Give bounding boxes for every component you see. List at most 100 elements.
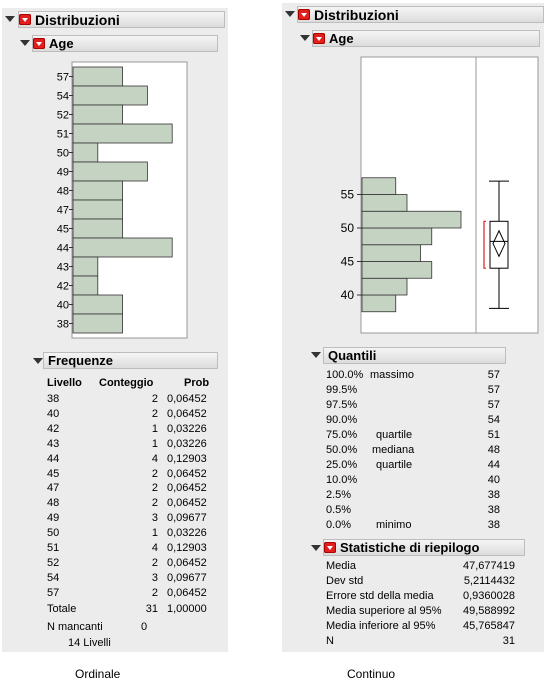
- freq-count: 1: [151, 527, 158, 540]
- freq-prob: 0,06452: [167, 467, 207, 480]
- quantile-pct: 0.0%: [326, 519, 352, 531]
- quantile-name: minimo: [376, 519, 412, 531]
- stat-value: 47,677419: [463, 560, 515, 572]
- freq-count: 1: [151, 437, 158, 450]
- freq-level: 54: [47, 571, 60, 584]
- quantile-pct: 25.0%: [326, 459, 358, 471]
- axis-tick-label: 55: [341, 188, 355, 202]
- freq-prob: 0,06452: [167, 556, 207, 569]
- quantile-value: 57: [487, 369, 500, 381]
- histogram-bar: [361, 177, 397, 195]
- quantile-pct: 97.5%: [326, 399, 358, 411]
- frequencies-table: Livello Conteggio Prob Totale 31 1,00000…: [0, 0, 230, 691]
- quantile-value: 51: [487, 429, 500, 441]
- missing-value: 0: [141, 621, 148, 633]
- freq-count: 2: [151, 467, 158, 480]
- freq-count: 3: [151, 512, 158, 525]
- freq-count: 2: [151, 407, 158, 420]
- disclosure-triangle-icon[interactable]: [311, 545, 321, 551]
- freq-prob: 0,06452: [167, 586, 207, 599]
- quantile-value: 38: [487, 489, 500, 501]
- quantile-name: mediana: [372, 444, 415, 456]
- freq-count: 2: [151, 393, 158, 405]
- red-menu-icon[interactable]: [324, 542, 336, 553]
- red-menu-icon[interactable]: [298, 9, 310, 20]
- bar-label: 42: [57, 281, 69, 293]
- variable-header: Age: [32, 35, 218, 52]
- quantile-value: 38: [487, 504, 500, 516]
- stat-value: 49,588992: [463, 605, 515, 617]
- freq-prob: 0,09677: [167, 571, 207, 584]
- red-menu-icon[interactable]: [19, 14, 31, 25]
- freq-count: 2: [151, 497, 158, 510]
- distribution-title: Distribuzioni: [314, 6, 399, 23]
- stat-value: 45,765847: [463, 620, 515, 632]
- freq-count: 4: [151, 452, 158, 465]
- quantile-pct: 75.0%: [326, 429, 358, 441]
- frequencies-header: Frequenze: [43, 352, 218, 369]
- freq-count: 2: [151, 556, 158, 569]
- variable-header: Age: [312, 30, 540, 47]
- quantile-value: 57: [487, 384, 500, 396]
- stat-value: 0,9360028: [463, 590, 515, 602]
- freq-level: 57: [47, 586, 60, 599]
- freq-prob: 0,03226: [167, 422, 207, 435]
- totale-label: Totale: [47, 603, 77, 615]
- iqr-box: [489, 220, 509, 269]
- missing-label: N mancanti: [47, 621, 103, 633]
- bar-label: 48: [57, 186, 69, 198]
- stat-label: Media superiore al 95%: [326, 605, 442, 617]
- disclosure-triangle-icon[interactable]: [311, 352, 321, 358]
- quantile-value: 57: [487, 399, 500, 411]
- distribution-header: Distribuzioni: [297, 6, 544, 23]
- freq-level: 47: [47, 482, 60, 495]
- variable-title: Age: [329, 31, 354, 46]
- disclosure-triangle-icon[interactable]: [33, 358, 43, 364]
- totale-prob: 1,00000: [167, 603, 207, 615]
- freq-count: 2: [151, 586, 158, 599]
- quantile-pct: 50.0%: [326, 444, 358, 456]
- quantile-pct: 0.5%: [326, 504, 352, 516]
- freq-level: 44: [47, 452, 60, 465]
- summary-stats-header: Statistiche di riepilogo: [323, 539, 525, 556]
- bar-label: 57: [57, 72, 69, 84]
- freq-level: 38: [47, 393, 60, 405]
- freq-prob: 0,03226: [167, 527, 207, 540]
- bar-label: 50: [57, 148, 69, 160]
- freq-prob: 0,06452: [167, 482, 207, 495]
- axis-tick-label: 45: [341, 255, 355, 269]
- mean-diamond: [492, 229, 506, 258]
- col-header-level: Livello: [47, 377, 82, 389]
- axis-tick-label: 40: [341, 288, 355, 302]
- disclosure-triangle-icon[interactable]: [20, 40, 30, 46]
- freq-prob: 0,03226: [167, 437, 207, 450]
- freq-prob: 0,09677: [167, 512, 207, 525]
- quantile-pct: 90.0%: [326, 414, 358, 426]
- distribution-title: Distribuzioni: [35, 11, 120, 28]
- disclosure-triangle-icon[interactable]: [5, 16, 15, 22]
- bar-label: 52: [57, 110, 69, 122]
- quantile-value: 54: [487, 414, 500, 426]
- freq-level: 50: [47, 527, 60, 540]
- quantiles-title: Quantili: [328, 348, 377, 363]
- bar-label: 49: [57, 167, 69, 179]
- quantile-pct: 2.5%: [326, 489, 352, 501]
- bar-label: 47: [57, 205, 69, 217]
- freq-level: 43: [47, 437, 60, 450]
- freq-level: 49: [47, 512, 60, 525]
- stat-value: 5,2114432: [463, 575, 515, 587]
- continuous-histogram: 55 50 45 40: [341, 56, 539, 334]
- disclosure-triangle-icon[interactable]: [300, 35, 310, 41]
- disclosure-triangle-icon[interactable]: [285, 11, 295, 17]
- quantile-value: 48: [487, 444, 500, 456]
- quantile-name: quartile: [376, 459, 413, 471]
- freq-count: 3: [151, 571, 158, 584]
- quantile-value: 38: [487, 519, 500, 531]
- freq-level: 51: [47, 542, 60, 554]
- red-menu-icon[interactable]: [33, 38, 45, 49]
- red-menu-icon[interactable]: [313, 33, 325, 44]
- ordinal-bar-chart: 57 54 52 51 50 49 48 47 45 44 43 42 40 38: [57, 61, 188, 339]
- summary-stats-title: Statistiche di riepilogo: [340, 540, 480, 555]
- stat-label: Media: [326, 560, 356, 572]
